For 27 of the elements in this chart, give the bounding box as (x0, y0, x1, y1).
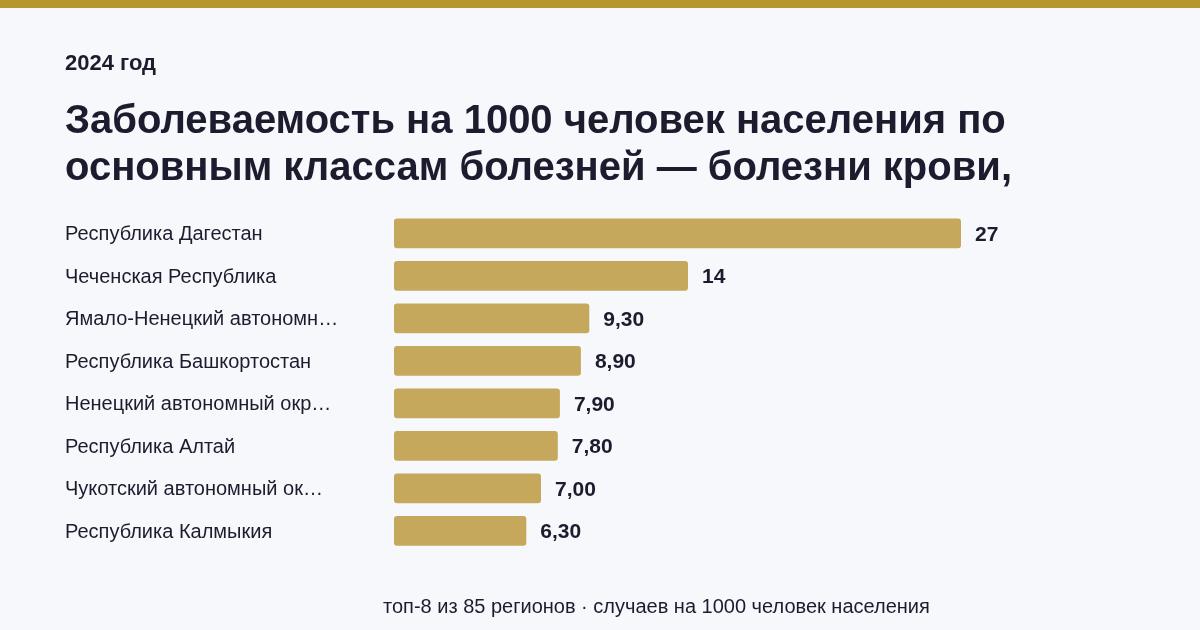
bar (394, 430, 558, 461)
bar (394, 218, 961, 249)
y-tick-label: Ненецкий автономный окр… (65, 392, 332, 415)
y-tick-label: Ямало-Ненецкий автономн… (65, 307, 339, 330)
y-tick-label: Республика Башкортостан (65, 349, 312, 372)
y-tick-label: Республика Дагестан (65, 222, 263, 245)
data-label: 7,00 (555, 476, 596, 500)
y-tick-label: Чукотский автономный ок… (65, 477, 323, 500)
bar (394, 303, 590, 334)
bar (394, 473, 541, 504)
bar (394, 260, 688, 291)
data-label: 7,80 (571, 434, 613, 458)
text: топ-8 из 85 регионов · случаев на 1000 человек населения (383, 595, 930, 617)
y-tick-label: Чеченская Республика (65, 264, 278, 287)
data-label: 8,90 (594, 349, 636, 373)
chart-title: Заболеваемость на 1000 человек населения по основным классам болезней — болезни крови, (65, 97, 1013, 188)
y-tick-label: Республика Калмыкия (65, 519, 273, 542)
data-label: 14 (702, 264, 726, 288)
data-label: 7,90 (573, 391, 615, 415)
y-tick-label: Республика Алтай (65, 434, 236, 457)
bar (394, 345, 581, 376)
text: 2024 год (65, 50, 157, 75)
bar (394, 388, 560, 419)
data-label: 27 (975, 221, 999, 245)
bar (394, 515, 527, 546)
data-label: 6,30 (540, 519, 582, 543)
data-label: 9,30 (603, 306, 645, 330)
